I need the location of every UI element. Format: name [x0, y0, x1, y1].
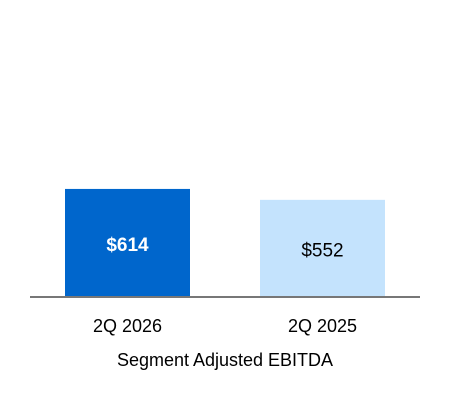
value-label: $614 [106, 235, 149, 256]
value-label: $552 [301, 240, 343, 261]
x-tick-label: 2Q 2025 [288, 316, 357, 336]
bar [260, 199, 385, 297]
x-axis-label: Segment Adjusted EBITDA [117, 350, 333, 370]
x-tick-label: 2Q 2026 [93, 316, 162, 336]
bar [65, 188, 190, 297]
